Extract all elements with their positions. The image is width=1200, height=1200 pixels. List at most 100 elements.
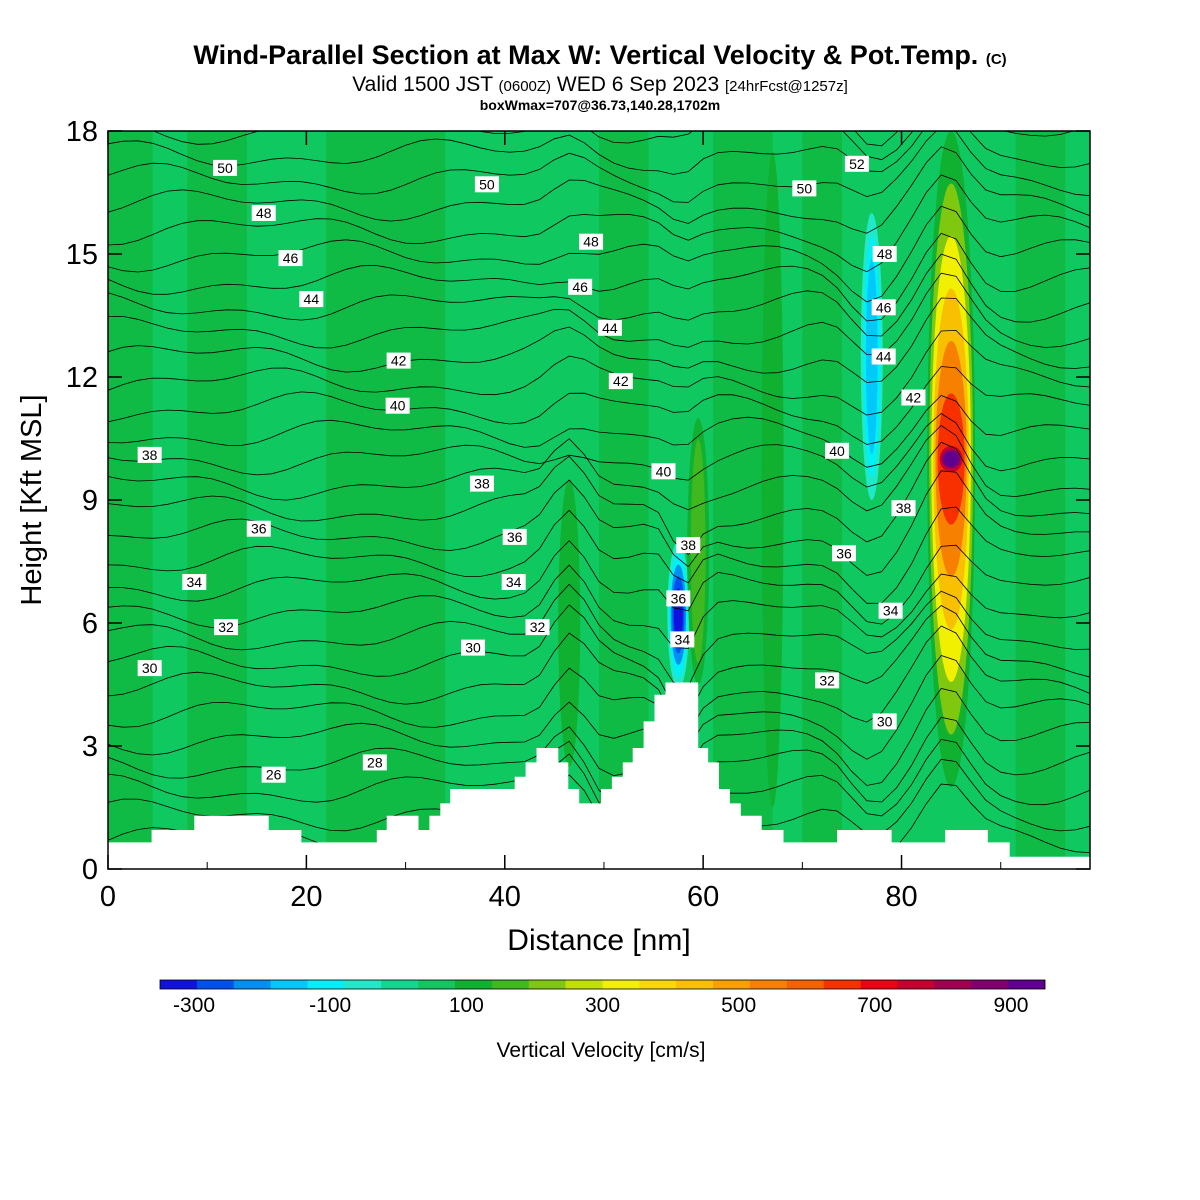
y-tick-label: 9 bbox=[82, 485, 98, 517]
y-tick-label: 15 bbox=[66, 239, 98, 271]
theta-label: 42 bbox=[608, 373, 633, 390]
theta-label: 38 bbox=[891, 500, 916, 517]
svg-text:48: 48 bbox=[877, 246, 893, 262]
theta-label: 32 bbox=[815, 672, 840, 689]
theta-contour bbox=[152, 131, 1075, 161]
colorbar-swatch bbox=[639, 980, 677, 989]
chart-title: Wind-Parallel Section at Max W: Vertical… bbox=[193, 40, 1007, 70]
theta-label: 34 bbox=[182, 574, 207, 590]
theta-contour bbox=[108, 131, 1090, 175]
svg-text:46: 46 bbox=[876, 299, 892, 315]
theta-contour bbox=[108, 174, 1090, 273]
theta-label: 36 bbox=[666, 590, 691, 607]
theta-contour bbox=[108, 297, 1090, 383]
colorbar-tick-label: -300 bbox=[173, 994, 215, 1017]
theta-label: 40 bbox=[825, 442, 850, 459]
colorbar-swatch bbox=[602, 980, 640, 989]
theta-contour bbox=[108, 583, 1090, 687]
y-tick-label: 3 bbox=[82, 731, 98, 763]
svg-text:32: 32 bbox=[819, 672, 835, 688]
svg-text:34: 34 bbox=[187, 574, 203, 590]
svg-text:30: 30 bbox=[877, 713, 893, 729]
theta-label: 34 bbox=[878, 602, 903, 619]
svg-text:32: 32 bbox=[218, 619, 234, 635]
svg-text:36: 36 bbox=[836, 545, 852, 561]
colorbar-tick-label: 100 bbox=[449, 994, 484, 1017]
svg-text:36: 36 bbox=[251, 521, 267, 537]
colorbar-swatch bbox=[307, 980, 345, 989]
box-wmax-subtitle: boxWmax=707@36.73,140.28,1702m bbox=[479, 97, 721, 113]
svg-text:44: 44 bbox=[876, 349, 892, 365]
terrain-mask bbox=[108, 682, 1090, 869]
theta-contour bbox=[108, 205, 1090, 303]
colorbar-tick-label: 900 bbox=[993, 994, 1028, 1017]
theta-contour bbox=[108, 564, 1090, 650]
theta-label: 28 bbox=[362, 754, 387, 771]
theta-label: 46 bbox=[278, 250, 303, 267]
colorbar-swatch bbox=[233, 980, 271, 989]
svg-text:28: 28 bbox=[367, 754, 383, 770]
theta-contour bbox=[108, 753, 1090, 859]
theta-label: 44 bbox=[299, 291, 324, 308]
theta-label: 38 bbox=[137, 446, 162, 463]
svg-text:38: 38 bbox=[474, 476, 490, 492]
theta-label: 30 bbox=[872, 713, 897, 730]
colorbar-tick-label: 500 bbox=[721, 994, 756, 1017]
svg-text:26: 26 bbox=[266, 767, 282, 783]
theta-label: 40 bbox=[385, 397, 410, 414]
theta-contour bbox=[108, 232, 1090, 322]
velocity-field bbox=[108, 131, 1090, 869]
theta-contour bbox=[108, 604, 1090, 716]
svg-text:42: 42 bbox=[391, 353, 407, 369]
copyright-mark: (C) bbox=[985, 51, 1007, 68]
theta-label: 32 bbox=[525, 619, 550, 636]
theta-contour bbox=[108, 470, 1090, 576]
field-band bbox=[365, 131, 446, 869]
theta-label: 34 bbox=[670, 631, 695, 648]
y-axis-label: Height [Kft MSL] bbox=[16, 394, 48, 605]
y-tick-label: 18 bbox=[66, 116, 98, 148]
chart-titles: Wind-Parallel Section at Max W: Vertical… bbox=[0, 40, 1200, 113]
svg-text:30: 30 bbox=[465, 640, 481, 656]
theta-contour bbox=[108, 424, 1090, 512]
svg-text:52: 52 bbox=[849, 156, 865, 172]
field-band bbox=[1015, 131, 1066, 869]
theta-label: 42 bbox=[386, 352, 411, 369]
x-tick-label: 40 bbox=[489, 881, 521, 913]
theta-contour bbox=[108, 413, 1090, 488]
svg-text:46: 46 bbox=[283, 250, 299, 266]
svg-text:50: 50 bbox=[797, 180, 813, 196]
svg-text:36: 36 bbox=[507, 529, 523, 545]
svg-text:34: 34 bbox=[675, 631, 691, 647]
colorbar-label: Vertical Velocity [cm/s] bbox=[497, 1039, 706, 1062]
theta-contour bbox=[108, 738, 1090, 830]
colorbar-swatch bbox=[676, 980, 714, 989]
velocity-core bbox=[761, 151, 784, 808]
colorbar-swatch bbox=[344, 980, 382, 989]
colorbar-swatch bbox=[418, 980, 456, 989]
theta-label: 50 bbox=[213, 159, 238, 176]
theta-label: 48 bbox=[872, 246, 897, 262]
svg-text:32: 32 bbox=[530, 619, 546, 635]
theta-contour bbox=[108, 366, 1090, 445]
x-tick-label: 20 bbox=[290, 881, 322, 913]
theta-label: 44 bbox=[597, 319, 622, 336]
theta-label: 48 bbox=[251, 205, 276, 221]
svg-text:42: 42 bbox=[906, 390, 922, 406]
svg-text:40: 40 bbox=[829, 443, 845, 459]
svg-text:34: 34 bbox=[883, 603, 899, 619]
theta-label: 46 bbox=[568, 278, 593, 295]
theta-label: 32 bbox=[214, 619, 239, 636]
colorbar-swatch bbox=[491, 980, 530, 989]
colorbar-swatch bbox=[971, 980, 1009, 989]
theta-contour bbox=[108, 441, 1090, 556]
y-tick-label: 6 bbox=[82, 608, 98, 640]
svg-text:40: 40 bbox=[390, 398, 406, 414]
theta-contour bbox=[108, 540, 1090, 625]
y-tick-label: 0 bbox=[82, 854, 98, 886]
theta-contour bbox=[108, 625, 1090, 733]
colorbar-tick-label: -100 bbox=[309, 994, 351, 1017]
theta-label: 38 bbox=[676, 537, 701, 554]
theta-label: 50 bbox=[792, 180, 817, 197]
